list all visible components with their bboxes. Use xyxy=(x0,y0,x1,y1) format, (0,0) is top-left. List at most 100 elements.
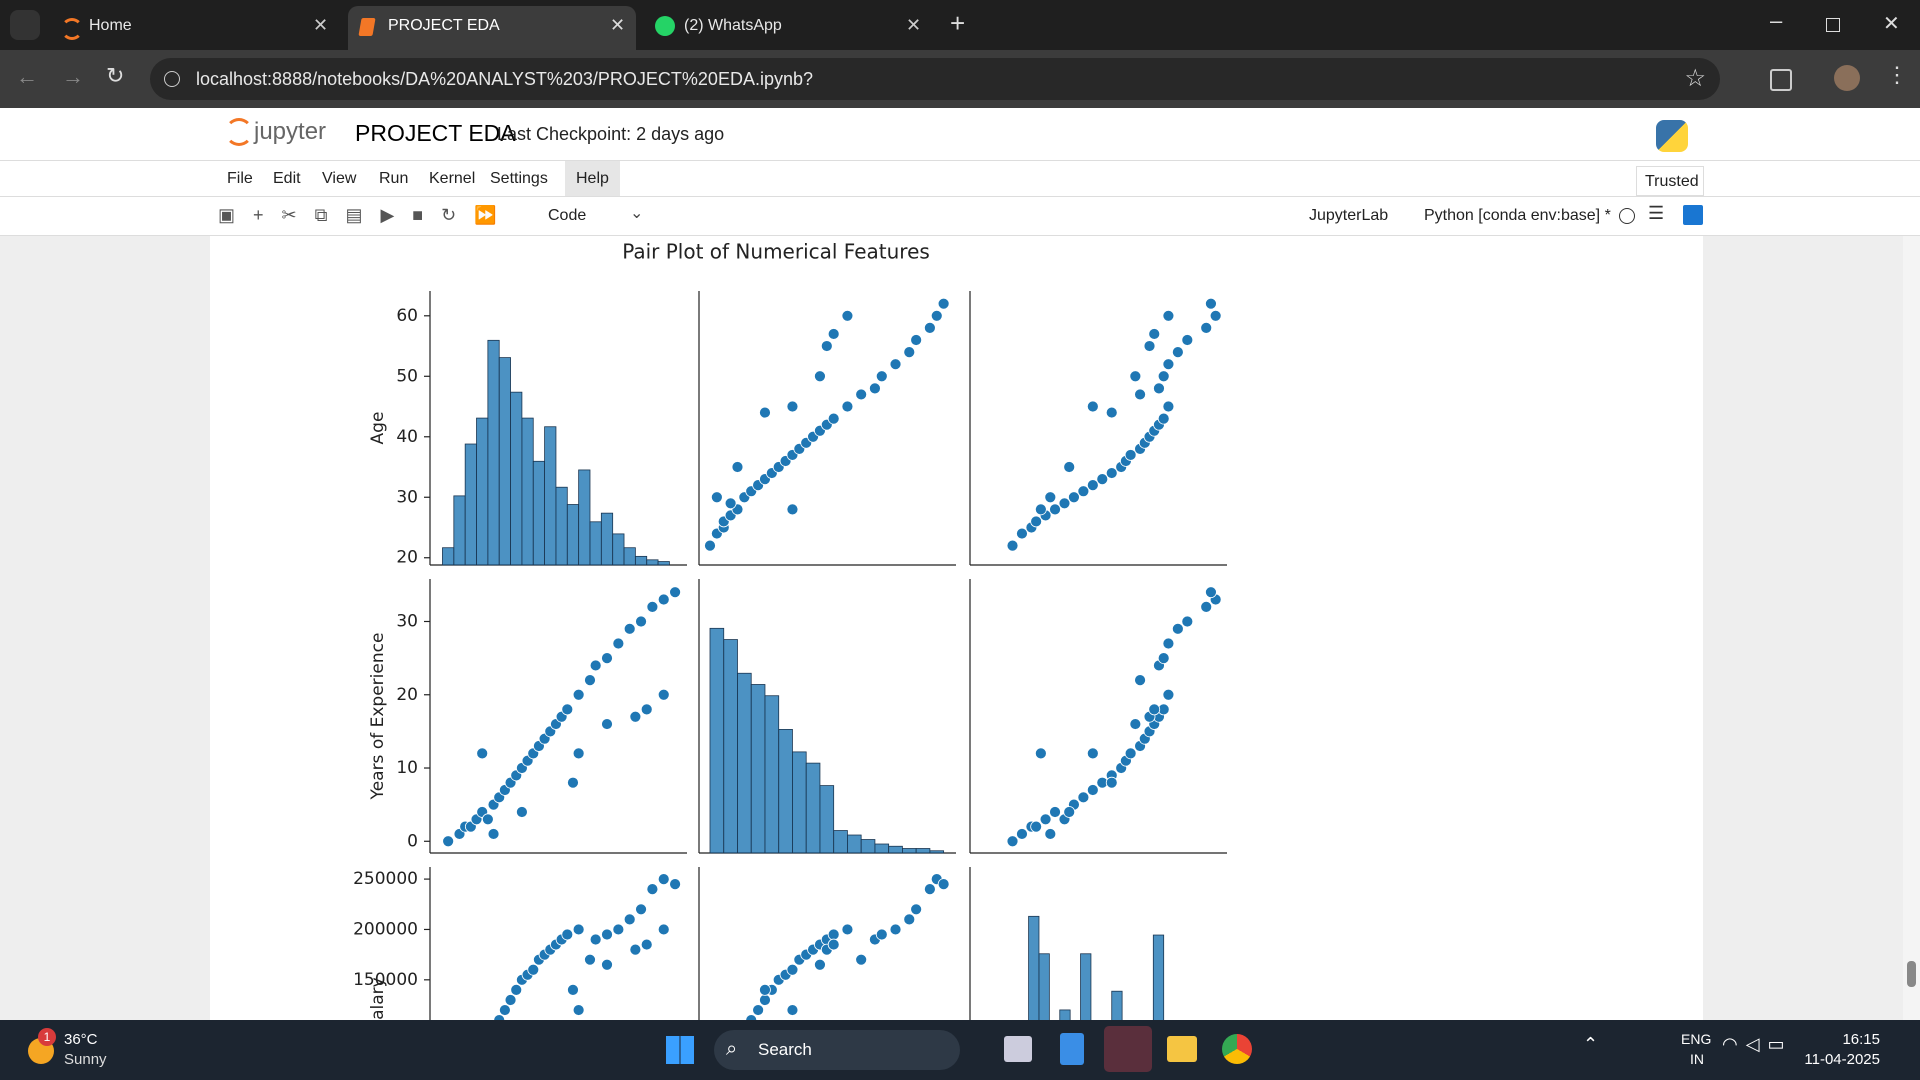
file-explorer[interactable] xyxy=(1167,1036,1197,1062)
toc[interactable]: ☰ xyxy=(1648,203,1665,223)
tab-icon xyxy=(61,18,83,40)
y-tick-label: 50 xyxy=(396,366,418,386)
property-inspector[interactable] xyxy=(1683,205,1703,225)
tab-bar: Home ✕ PROJECT EDA ✕ (2) WhatsApp ✕ + – … xyxy=(0,0,1920,50)
menu-item[interactable]: Settings xyxy=(490,170,548,187)
minimize[interactable]: – xyxy=(1770,8,1783,33)
new-tab[interactable]: + xyxy=(950,8,966,38)
scatter-point xyxy=(930,309,943,322)
tab[interactable]: (2) WhatsApp ✕ xyxy=(650,8,930,50)
trusted-box[interactable]: Trusted xyxy=(1636,166,1704,196)
scatter-point xyxy=(1148,703,1161,716)
forward[interactable]: → xyxy=(62,64,84,89)
scatter-point xyxy=(1157,412,1170,425)
hist-bar xyxy=(521,417,534,566)
omnibox[interactable]: localhost:8888/notebooks/DA%20ANALYST%20… xyxy=(150,58,1720,100)
chrome[interactable] xyxy=(1222,1034,1252,1064)
scatter-point xyxy=(1162,358,1175,371)
hist-bar xyxy=(544,426,557,566)
scatter-point xyxy=(612,637,625,650)
browser-menu[interactable]: ⋮ xyxy=(1886,62,1908,87)
restore[interactable] xyxy=(1826,18,1840,32)
menu-item[interactable]: File xyxy=(227,170,253,187)
scatter-point xyxy=(1129,718,1142,730)
toolbar-icons[interactable]: ▣+✂⧉▤▶■↻⏩ xyxy=(218,205,515,225)
hist-bar xyxy=(634,555,648,566)
scatter-point xyxy=(657,923,670,936)
scatter-point xyxy=(786,1004,799,1016)
scatter-point xyxy=(937,878,950,891)
scatter-point xyxy=(572,923,585,936)
y-axis-label: Years of Experience xyxy=(368,633,388,801)
tab-menu[interactable] xyxy=(10,10,40,40)
tab-title: (2) WhatsApp xyxy=(684,17,782,34)
notepad[interactable] xyxy=(1060,1033,1084,1065)
jupyter-header: jupyter PROJECT EDA Last Checkpoint: 2 d… xyxy=(0,108,1920,236)
scatter-point xyxy=(937,297,950,310)
kernel-name[interactable]: Python [conda env:base] * xyxy=(1424,207,1611,224)
search-box[interactable]: ⌕ Search xyxy=(714,1030,960,1070)
jupyter-logo[interactable]: jupyter xyxy=(254,118,327,145)
scatter-point xyxy=(584,674,596,687)
tab-close[interactable]: ✕ xyxy=(610,15,626,35)
dropdown-arrow[interactable]: ⌄ xyxy=(630,205,644,222)
clock[interactable]: 16:15 xyxy=(1842,1031,1880,1048)
scatter-point xyxy=(827,928,840,941)
region[interactable]: IN xyxy=(1690,1051,1704,1067)
tab-close[interactable]: ✕ xyxy=(906,15,922,35)
scatter-point xyxy=(612,923,625,936)
scatter-point xyxy=(623,913,636,926)
scroll-thumb[interactable] xyxy=(1907,961,1916,987)
tab[interactable]: Home ✕ xyxy=(55,8,335,50)
scatter-point xyxy=(1105,406,1118,419)
extensions[interactable] xyxy=(1770,69,1792,91)
close-window[interactable]: ✕ xyxy=(1883,13,1900,35)
scatter-point xyxy=(493,1014,506,1020)
bookmark[interactable]: ☆ xyxy=(1684,65,1706,92)
menu-item[interactable]: Edit xyxy=(273,170,301,187)
reload[interactable]: ↻ xyxy=(106,63,125,88)
y-axis-label: Salary xyxy=(368,977,388,1020)
scatter-point xyxy=(1044,828,1057,840)
scatter-point xyxy=(1129,370,1142,383)
lab-link[interactable]: JupyterLab xyxy=(1309,207,1389,224)
scatter-point xyxy=(1200,321,1213,334)
url: localhost:8888/notebooks/DA%20ANALYST%20… xyxy=(196,69,814,89)
jupyter-icon xyxy=(225,118,253,146)
scatter-point xyxy=(601,718,613,730)
task-view[interactable] xyxy=(1004,1036,1032,1062)
menu-item[interactable]: View xyxy=(322,170,357,187)
scatter-point xyxy=(589,933,602,946)
weather-badge: 1 xyxy=(38,1028,56,1046)
scrollbar[interactable] xyxy=(1903,236,1920,1020)
date[interactable]: 11-04-2025 xyxy=(1804,1051,1880,1068)
terminal[interactable] xyxy=(1104,1026,1152,1072)
tab-close[interactable]: ✕ xyxy=(313,15,329,35)
tray-overflow[interactable]: ⌃ xyxy=(1583,1034,1599,1054)
tray-icons[interactable]: ◠◁▭ xyxy=(1722,1034,1793,1054)
hist-bar xyxy=(555,486,568,566)
language[interactable]: ENG xyxy=(1681,1031,1712,1047)
scatter-point xyxy=(640,938,653,951)
scatter-point xyxy=(1034,503,1047,516)
tab-active[interactable]: PROJECT EDA ✕ xyxy=(348,6,636,50)
site-info[interactable] xyxy=(164,71,180,87)
scatter-point xyxy=(646,883,659,896)
profile[interactable] xyxy=(1834,65,1860,91)
hist-bar xyxy=(442,547,455,566)
scatter-point xyxy=(657,593,670,606)
notebook-name[interactable]: PROJECT EDA xyxy=(355,120,516,146)
scatter-point xyxy=(1162,688,1175,701)
menu-item[interactable]: Run xyxy=(379,170,409,187)
menu-item[interactable]: Kernel xyxy=(429,170,476,187)
menu-item[interactable]: Help xyxy=(565,161,620,197)
scatter-point xyxy=(561,928,574,941)
checkpoint: Last Checkpoint: 2 days ago xyxy=(497,124,725,144)
taskbar: 1 36°C Sunny ⌕ Search ⌃ ENG IN ◠◁▭ 16:15… xyxy=(0,1020,1920,1080)
cell-type[interactable]: Code xyxy=(548,207,587,224)
back[interactable]: ← xyxy=(16,64,38,89)
scatter-point xyxy=(1105,776,1118,789)
menu-bar: File Edit View Run Kernel Settings Help xyxy=(0,161,1920,197)
start-button[interactable] xyxy=(666,1036,694,1064)
scatter-point xyxy=(889,358,902,371)
